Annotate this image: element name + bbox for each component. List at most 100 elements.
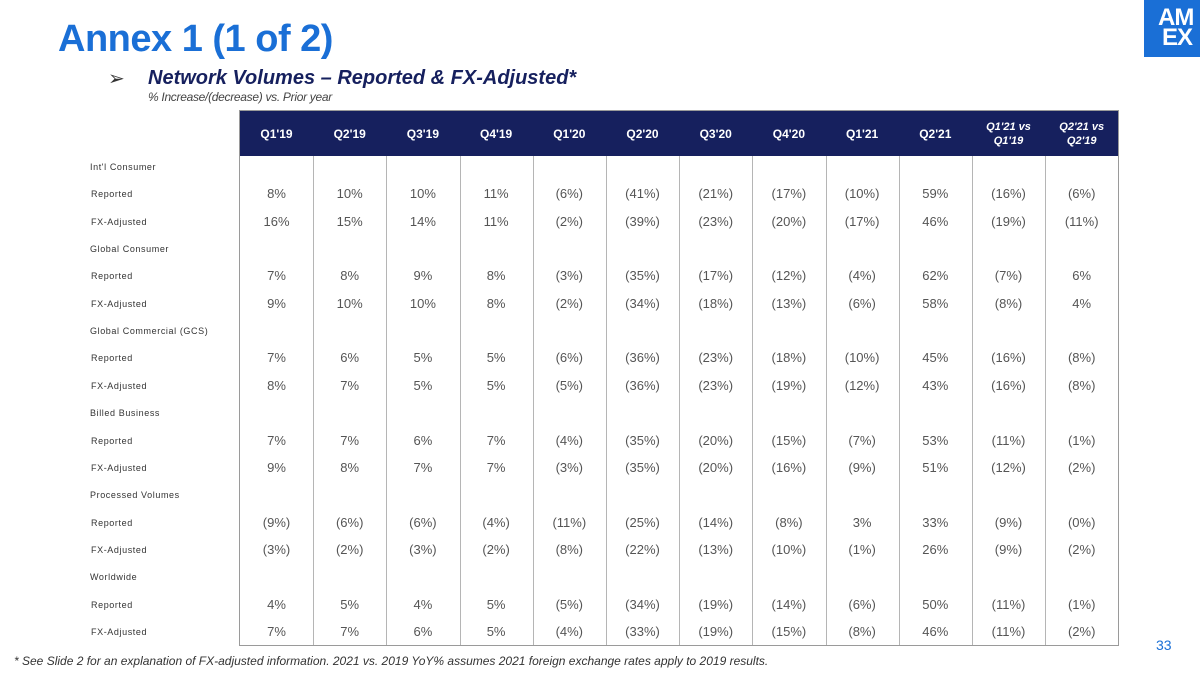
table-cell: (39%) (625, 213, 660, 229)
table-cell: 8% (486, 295, 506, 311)
table-cell: 8% (340, 268, 360, 284)
table-cell: 8% (340, 459, 360, 475)
table-cell: 7% (340, 623, 360, 639)
table-cell: (1%) (1067, 596, 1096, 612)
table-cell: (8%) (1067, 350, 1096, 366)
table-cell: 10% (409, 295, 436, 311)
column-header: Q2'19 (333, 126, 366, 141)
column-divider (459, 156, 461, 645)
row-label: Reported (91, 353, 133, 364)
table-cell: 6% (413, 432, 433, 448)
table-cell: (41%) (625, 186, 660, 202)
table-cell: (11%) (991, 623, 1026, 639)
table-cell: (15%) (771, 623, 807, 639)
column-header: Q4'19 (479, 126, 513, 141)
row-label: FX-Adjusted (91, 626, 148, 637)
row-label: Reported (91, 189, 133, 200)
table-cell: (11%) (552, 514, 587, 530)
table-cell: (11%) (991, 432, 1026, 448)
table-cell: 8% (267, 186, 286, 202)
table-row: Reported 7% 8% 9% 8% (3%) (35%) (17%) (12%) (4%) 6… (0, 264, 1200, 288)
column-header: Q2'21 vs Q2'19 (1059, 120, 1105, 147)
table-row: Reported 8% 10% 10% 11% (6%) (41%) (21%) (17%) (1… (0, 182, 1200, 206)
group-label: Global Commercial (GCS) (90, 326, 209, 337)
table-cell: 10% (336, 186, 363, 202)
table-cell: (35%) (625, 459, 660, 475)
circle-arrow-right-icon: ➢ (108, 68, 125, 90)
table-cell: (23%) (698, 350, 734, 366)
table-cell: (0%) (1067, 514, 1096, 530)
table-row: FX-Adjusted 8% 7% 5% 5% (5%) (36%) (23%) (19%) (1… (0, 374, 1200, 398)
table-cell: 7% (413, 459, 433, 475)
table-row: Reported (9%) (6%) (6%) (4%) (11%) (25%) (14%) (… (0, 511, 1200, 535)
section-subnote: % Increase/(decrease) vs. Prior year (148, 90, 332, 104)
footnote: * See Slide 2 for an explanation of FX-a… (14, 654, 769, 668)
table-row: FX-Adjusted 16% 15% 14% 11% (2%) (39%) (23%) (20… (0, 210, 1200, 234)
table-cell: 46% (922, 623, 949, 639)
table-cell: 43% (922, 377, 949, 393)
table-cell: 9% (267, 295, 286, 311)
table-cell: (18%) (698, 295, 734, 311)
column-header: Q3'19 (406, 126, 439, 141)
table-cell: 16% (263, 213, 290, 229)
column-header: Q1'21 vs Q1'19 (986, 120, 1031, 147)
table-cell: (19%) (698, 596, 734, 612)
table-cell: 50% (922, 596, 949, 612)
table-cell: 9% (267, 459, 286, 475)
table-cell: (36%) (625, 377, 660, 393)
table-cell: (2%) (555, 295, 584, 311)
table-cell: (6%) (555, 186, 584, 202)
table-cell: (35%) (625, 432, 660, 448)
table-cell: (4%) (848, 268, 876, 284)
table-cell: 6% (1072, 268, 1092, 284)
table-cell: (6%) (409, 514, 437, 530)
table-cell: (16%) (771, 459, 807, 475)
table-row: FX-Adjusted 7% 7% 6% 5% (4%) (33%) (19%) (15%) (8… (0, 620, 1200, 644)
table-cell: 51% (922, 459, 949, 475)
table-cell: 5% (340, 596, 360, 612)
table-cell: 7% (486, 459, 506, 475)
column-divider (606, 156, 607, 645)
table-cell: 11% (483, 186, 509, 202)
row-label: FX-Adjusted (91, 216, 148, 227)
column-header: Q1'20 (553, 126, 586, 141)
table-cell: (17%) (844, 213, 880, 229)
table-cell: (16%) (991, 377, 1026, 393)
column-divider (898, 156, 900, 645)
table-cell: (3%) (555, 459, 584, 475)
column-header: Q4'20 (772, 126, 805, 141)
table-cell: (6%) (555, 350, 584, 366)
table-cell: 33% (922, 514, 949, 530)
table-cell: (12%) (844, 377, 880, 393)
table-cell: (20%) (771, 213, 807, 229)
table-cell: 9% (413, 268, 433, 284)
table-cell: 5% (486, 623, 506, 639)
table-cell: 7% (267, 432, 286, 448)
table-cell: (36%) (625, 350, 660, 366)
column-divider (752, 156, 754, 645)
table-cell: (8%) (1067, 377, 1096, 393)
table-cell: (13%) (698, 541, 734, 557)
table-cell: (19%) (991, 213, 1026, 229)
table-cell: (20%) (698, 432, 734, 448)
table-cell: (9%) (262, 514, 291, 530)
table-cell: (8%) (775, 514, 803, 530)
column-header: Q3'20 (699, 126, 732, 141)
table-cell: (12%) (771, 268, 807, 284)
table-cell: 6% (340, 350, 360, 366)
row-label: FX-Adjusted (91, 298, 148, 309)
table-cell: (16%) (991, 186, 1026, 202)
table-cell: (35%) (625, 268, 660, 284)
amex-logo: AM EX (1144, 0, 1200, 57)
table-cell: (19%) (698, 623, 734, 639)
table-cell: (25%) (625, 514, 660, 530)
table-cell: 46% (922, 213, 949, 229)
table-cell: (16%) (991, 350, 1026, 366)
table-cell: 7% (340, 432, 360, 448)
logo-line-1: AM (1158, 4, 1194, 31)
column-header: Q1'21 (845, 126, 879, 141)
column-divider (972, 156, 973, 645)
table-row: Reported 7% 6% 5% 5% (6%) (36%) (23%) (18%) (10%)… (0, 346, 1200, 370)
table-cell: (3%) (262, 541, 291, 557)
table-cell: 7% (486, 432, 506, 448)
